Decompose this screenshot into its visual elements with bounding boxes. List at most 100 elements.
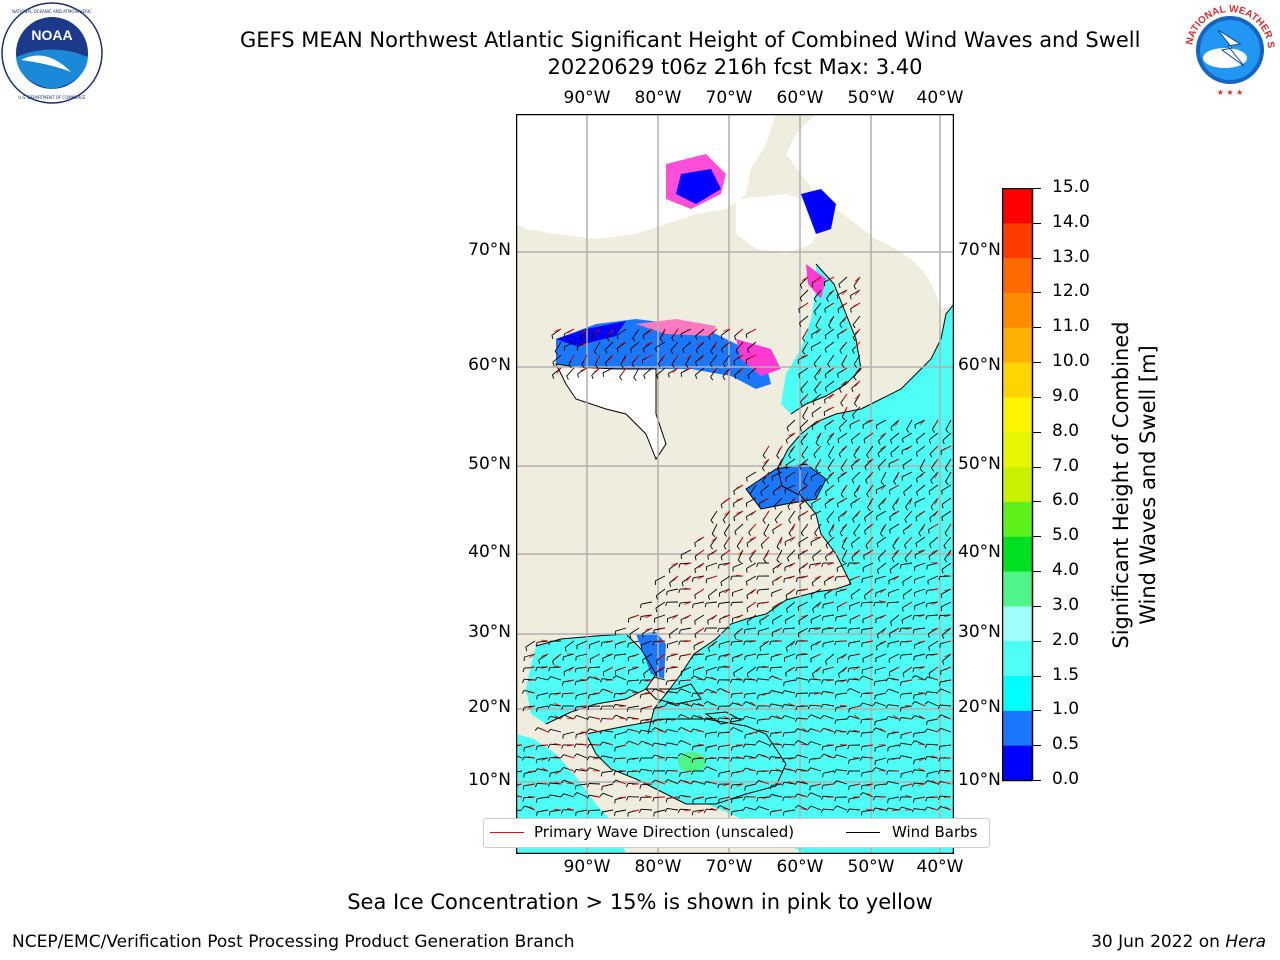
wind-barb <box>797 754 809 759</box>
wind-barb-tick <box>587 706 590 711</box>
wind-barb-tick <box>925 654 928 659</box>
wind-barb <box>616 328 627 336</box>
wind-barb-tick <box>885 677 889 682</box>
wave-direction-arrow <box>684 729 692 733</box>
wind-barb <box>810 640 822 647</box>
wind-barb-tick <box>638 729 642 734</box>
wave-direction-arrow <box>736 497 744 501</box>
wind-barb <box>719 562 731 566</box>
wind-barb-tick <box>786 427 790 432</box>
wind-barb-tick <box>552 660 555 665</box>
wind-barb-tick <box>912 733 915 738</box>
wind-barb <box>732 727 744 733</box>
wind-barb-tick <box>733 490 735 495</box>
wind-barb-tick <box>748 531 751 536</box>
wind-barb <box>802 341 809 352</box>
wind-barb-tick <box>873 785 876 790</box>
wave-direction-arrow <box>853 575 861 579</box>
wave-direction-arrow <box>736 756 744 759</box>
wind-barb-tick <box>918 532 922 537</box>
wind-barb <box>655 601 666 609</box>
wind-barb-tick <box>931 429 936 433</box>
wind-barb-tick <box>560 754 564 758</box>
wind-barb <box>641 614 653 617</box>
wind-barb-tick <box>912 667 915 672</box>
wave-direction-arrow <box>853 549 861 555</box>
wind-barb-tick <box>677 753 682 757</box>
wind-barb-tick <box>573 715 577 719</box>
wind-barb-tick <box>820 691 824 696</box>
wave-direction-arrow <box>841 328 848 334</box>
wind-barb-tick <box>885 704 889 709</box>
wave-direction-arrow <box>528 705 536 709</box>
wave-direction-arrow <box>723 614 731 617</box>
lon-label-bottom: 50°W <box>847 857 895 877</box>
wind-barb <box>944 549 952 560</box>
wind-barb-tick <box>812 608 815 613</box>
wave-direction-arrow <box>933 510 939 517</box>
wave-direction-arrow <box>671 562 679 566</box>
wind-barb-tick <box>625 740 630 745</box>
wave-direction-arrow <box>624 354 627 362</box>
wave-direction-arrow <box>788 432 796 437</box>
wind-barb <box>552 367 562 376</box>
wave-direction-arrow <box>723 497 731 502</box>
wind-barb <box>888 796 900 800</box>
wind-barb-tick <box>811 582 814 587</box>
wind-barb-tick <box>573 743 577 748</box>
wind-barb <box>890 614 900 623</box>
colorbar-tick <box>1033 501 1041 503</box>
wind-barb <box>563 779 575 785</box>
wave-direction-arrow <box>645 354 653 359</box>
wind-barb-tick <box>586 744 590 749</box>
wind-barb-tick <box>788 454 792 459</box>
wind-barb-tick <box>781 781 785 786</box>
wind-barb <box>914 757 926 761</box>
wind-barb <box>758 740 770 746</box>
wind-barb-tick <box>632 337 636 342</box>
wind-barb-tick <box>586 783 590 788</box>
wind-barb-tick <box>813 363 817 368</box>
wave-direction-arrow <box>709 757 718 759</box>
wind-barb <box>914 627 926 630</box>
chart-title: GEFS MEAN Northwest Atlantic Significant… <box>240 28 1141 52</box>
wind-barb-tick <box>944 558 948 563</box>
wave-direction-arrow <box>723 665 731 668</box>
wind-barb-tick <box>876 634 879 639</box>
wind-barb-tick <box>846 808 850 813</box>
wind-barb-tick <box>824 348 827 353</box>
wave-direction-arrow <box>673 354 679 361</box>
wind-barb-tick <box>841 364 845 368</box>
wave-direction-arrow <box>723 328 731 332</box>
wind-barb <box>745 755 757 759</box>
wind-barb-tick <box>815 325 819 330</box>
wind-barb <box>695 328 705 337</box>
wind-barb-tick <box>710 350 714 355</box>
wave-direction-arrow <box>697 714 705 720</box>
wave-direction-arrow <box>762 796 770 800</box>
wind-barb-tick <box>821 616 824 621</box>
wind-barb <box>602 770 614 773</box>
wind-barb-tick <box>850 465 854 470</box>
wave-direction-arrow <box>853 419 861 424</box>
wind-barb-tick <box>756 797 759 802</box>
wave-direction-arrow <box>684 809 692 812</box>
wave-direction-arrow <box>619 781 627 785</box>
wind-barb-tick <box>866 493 870 498</box>
wave-direction-arrow <box>684 367 692 371</box>
wind-barb <box>615 809 627 813</box>
wind-barb-tick <box>691 758 694 763</box>
wind-barb-tick <box>756 771 759 776</box>
wave-direction-arrow <box>761 770 770 773</box>
wind-barb-tick <box>614 799 616 804</box>
wind-barb-tick <box>822 669 824 674</box>
wave-direction-arrow <box>749 354 757 359</box>
wind-barb <box>772 614 783 621</box>
wind-barb-tick <box>924 728 928 733</box>
wind-barb <box>706 731 718 735</box>
wind-barb-tick <box>937 806 941 810</box>
wind-barb <box>888 575 900 581</box>
wind-barb <box>853 354 861 365</box>
wind-barb <box>841 536 848 548</box>
wind-barb <box>602 792 614 798</box>
